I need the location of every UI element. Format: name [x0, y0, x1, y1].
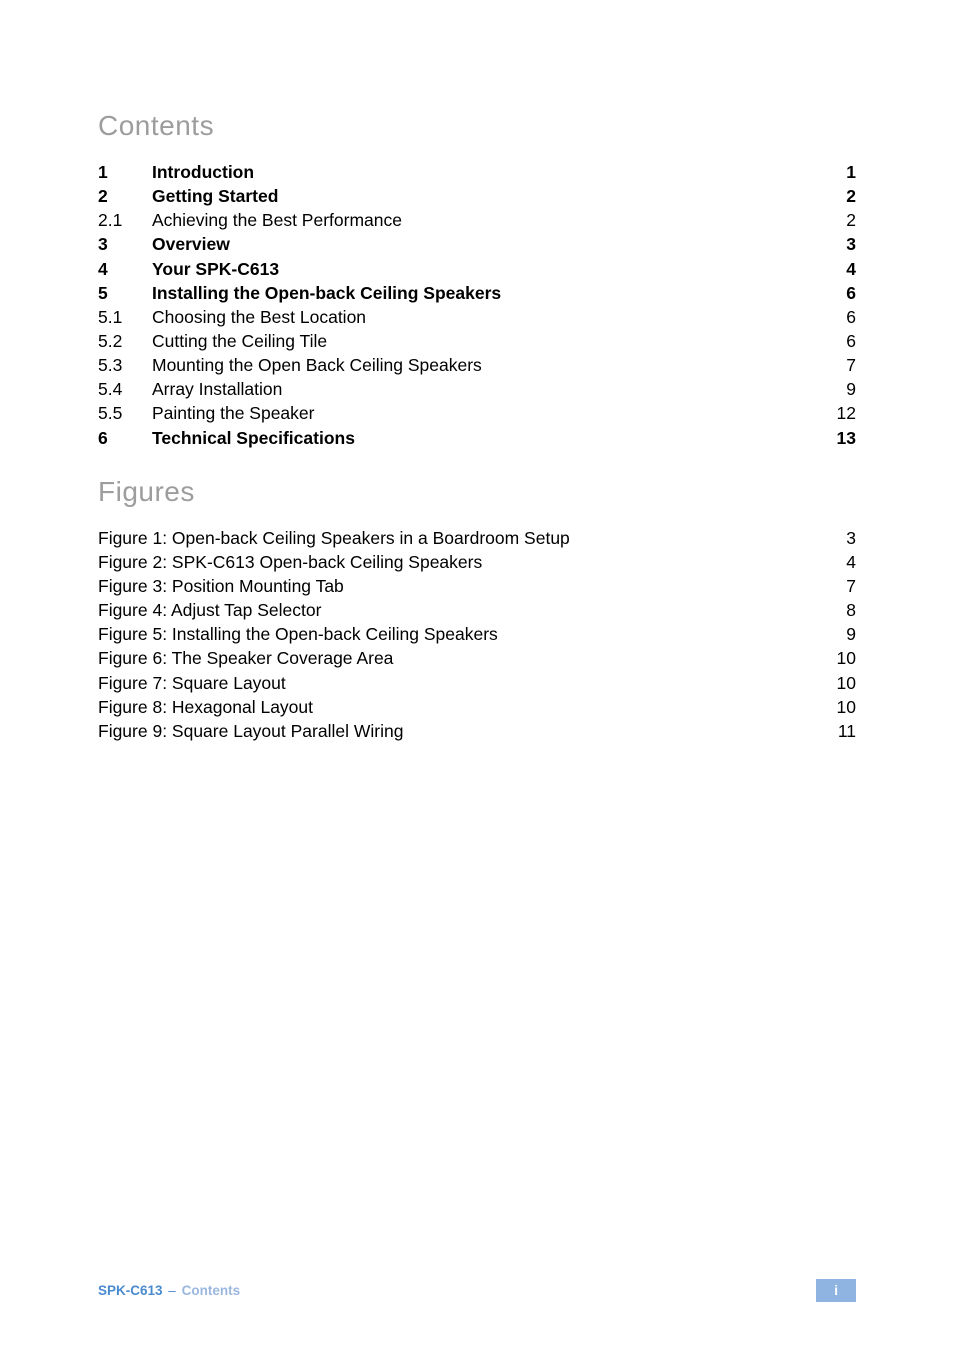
footer-left: SPK-C613 – Contents	[98, 1283, 240, 1298]
figure-page: 10	[816, 646, 856, 670]
toc-page: 7	[816, 353, 856, 377]
toc-page: 2	[816, 184, 856, 208]
toc-title: Choosing the Best Location	[152, 305, 816, 329]
figure-title: Figure 5: Installing the Open-back Ceili…	[98, 622, 816, 646]
toc-row[interactable]: 5.5Painting the Speaker12	[98, 401, 856, 425]
figure-row[interactable]: Figure 2: SPK-C613 Open-back Ceiling Spe…	[98, 550, 856, 574]
toc-row[interactable]: 4Your SPK-C6134	[98, 257, 856, 281]
toc-title: Your SPK-C613	[152, 257, 816, 281]
toc-title: Array Installation	[152, 377, 816, 401]
toc-page: 4	[816, 257, 856, 281]
toc-number: 6	[98, 426, 152, 450]
figure-row[interactable]: Figure 7: Square Layout10	[98, 671, 856, 695]
toc-number: 2	[98, 184, 152, 208]
figure-page: 11	[816, 719, 856, 743]
toc-page: 3	[816, 232, 856, 256]
toc-title: Painting the Speaker	[152, 401, 816, 425]
toc-row[interactable]: 1Introduction1	[98, 160, 856, 184]
footer-product: SPK-C613	[98, 1283, 163, 1298]
toc-number: 4	[98, 257, 152, 281]
figures-list: Figure 1: Open-back Ceiling Speakers in …	[98, 526, 856, 743]
figure-page: 7	[816, 574, 856, 598]
toc-number: 5.4	[98, 377, 152, 401]
figures-heading: Figures	[98, 476, 856, 508]
figure-page: 8	[816, 598, 856, 622]
footer-page-number: i	[816, 1279, 856, 1302]
toc-number: 5.5	[98, 401, 152, 425]
toc-number: 5	[98, 281, 152, 305]
toc-page: 6	[816, 329, 856, 353]
toc-page: 13	[816, 426, 856, 450]
figure-title: Figure 6: The Speaker Coverage Area	[98, 646, 816, 670]
toc-number: 5.1	[98, 305, 152, 329]
figure-page: 4	[816, 550, 856, 574]
toc-page: 6	[816, 305, 856, 329]
page: Contents 1Introduction12Getting Started2…	[0, 0, 954, 1354]
toc-number: 3	[98, 232, 152, 256]
figure-row[interactable]: Figure 9: Square Layout Parallel Wiring1…	[98, 719, 856, 743]
toc-row[interactable]: 5.3Mounting the Open Back Ceiling Speake…	[98, 353, 856, 377]
toc-title: Overview	[152, 232, 816, 256]
toc-row[interactable]: 5.4Array Installation9	[98, 377, 856, 401]
figure-page: 3	[816, 526, 856, 550]
toc-row[interactable]: 2.1Achieving the Best Performance2	[98, 208, 856, 232]
toc-page: 9	[816, 377, 856, 401]
figure-title: Figure 3: Position Mounting Tab	[98, 574, 816, 598]
contents-heading: Contents	[98, 110, 856, 142]
toc-page: 1	[816, 160, 856, 184]
toc-number: 5.3	[98, 353, 152, 377]
toc-title: Introduction	[152, 160, 816, 184]
toc-page: 2	[816, 208, 856, 232]
table-of-contents: 1Introduction12Getting Started22.1Achiev…	[98, 160, 856, 450]
toc-number: 1	[98, 160, 152, 184]
toc-title: Achieving the Best Performance	[152, 208, 816, 232]
toc-title: Installing the Open-back Ceiling Speaker…	[152, 281, 816, 305]
footer-section: Contents	[182, 1283, 241, 1298]
figure-row[interactable]: Figure 6: The Speaker Coverage Area10	[98, 646, 856, 670]
toc-title: Cutting the Ceiling Tile	[152, 329, 816, 353]
toc-title: Getting Started	[152, 184, 816, 208]
toc-page: 6	[816, 281, 856, 305]
figure-title: Figure 7: Square Layout	[98, 671, 816, 695]
figure-title: Figure 2: SPK-C613 Open-back Ceiling Spe…	[98, 550, 816, 574]
toc-row[interactable]: 3Overview3	[98, 232, 856, 256]
toc-title: Technical Specifications	[152, 426, 816, 450]
figure-row[interactable]: Figure 8: Hexagonal Layout10	[98, 695, 856, 719]
footer-separator: –	[166, 1283, 178, 1298]
figure-row[interactable]: Figure 5: Installing the Open-back Ceili…	[98, 622, 856, 646]
toc-row[interactable]: 5.2Cutting the Ceiling Tile6	[98, 329, 856, 353]
toc-number: 2.1	[98, 208, 152, 232]
toc-number: 5.2	[98, 329, 152, 353]
figure-page: 10	[816, 695, 856, 719]
figure-row[interactable]: Figure 1: Open-back Ceiling Speakers in …	[98, 526, 856, 550]
toc-row[interactable]: 5Installing the Open-back Ceiling Speake…	[98, 281, 856, 305]
figure-title: Figure 1: Open-back Ceiling Speakers in …	[98, 526, 816, 550]
figure-title: Figure 9: Square Layout Parallel Wiring	[98, 719, 816, 743]
toc-page: 12	[816, 401, 856, 425]
figure-row[interactable]: Figure 3: Position Mounting Tab7	[98, 574, 856, 598]
figure-row[interactable]: Figure 4: Adjust Tap Selector8	[98, 598, 856, 622]
figure-page: 9	[816, 622, 856, 646]
toc-row[interactable]: 6Technical Specifications13	[98, 426, 856, 450]
figure-title: Figure 4: Adjust Tap Selector	[98, 598, 816, 622]
toc-row[interactable]: 5.1Choosing the Best Location6	[98, 305, 856, 329]
figure-page: 10	[816, 671, 856, 695]
toc-title: Mounting the Open Back Ceiling Speakers	[152, 353, 816, 377]
page-footer: SPK-C613 – Contents i	[98, 1279, 856, 1302]
toc-row[interactable]: 2Getting Started2	[98, 184, 856, 208]
figure-title: Figure 8: Hexagonal Layout	[98, 695, 816, 719]
